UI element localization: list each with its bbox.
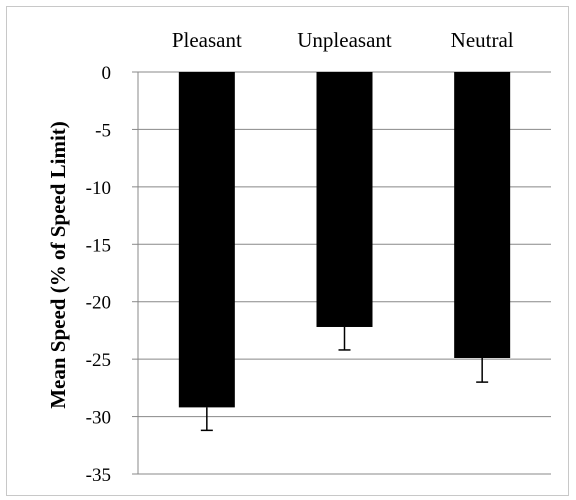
category-label-neutral: Neutral bbox=[451, 28, 514, 52]
category-labels: Pleasant Unpleasant Neutral bbox=[172, 28, 514, 52]
bar-neutral bbox=[454, 72, 511, 358]
y-tick-label: -10 bbox=[86, 178, 111, 199]
y-tick-label: -30 bbox=[86, 408, 111, 429]
y-axis-title: Mean Speed (% of Speed Limit) bbox=[46, 121, 70, 409]
category-label-pleasant: Pleasant bbox=[172, 28, 242, 52]
error-bars bbox=[200, 326, 489, 432]
y-tick-label: -35 bbox=[86, 465, 111, 486]
bar-unpleasant bbox=[316, 72, 373, 327]
category-label-unpleasant: Unpleasant bbox=[297, 28, 392, 52]
bar-pleasant bbox=[178, 72, 235, 408]
y-tick-label: -20 bbox=[86, 293, 111, 314]
y-axis bbox=[132, 71, 139, 475]
y-tick-label: -15 bbox=[86, 235, 111, 256]
y-tick-labels: 0 -5 -10 -15 -20 -25 -30 -35 bbox=[86, 63, 111, 486]
y-tick-label: -5 bbox=[95, 120, 111, 141]
bars bbox=[178, 72, 511, 408]
y-tick-label: -25 bbox=[86, 350, 111, 371]
y-tick-label: 0 bbox=[102, 63, 112, 84]
